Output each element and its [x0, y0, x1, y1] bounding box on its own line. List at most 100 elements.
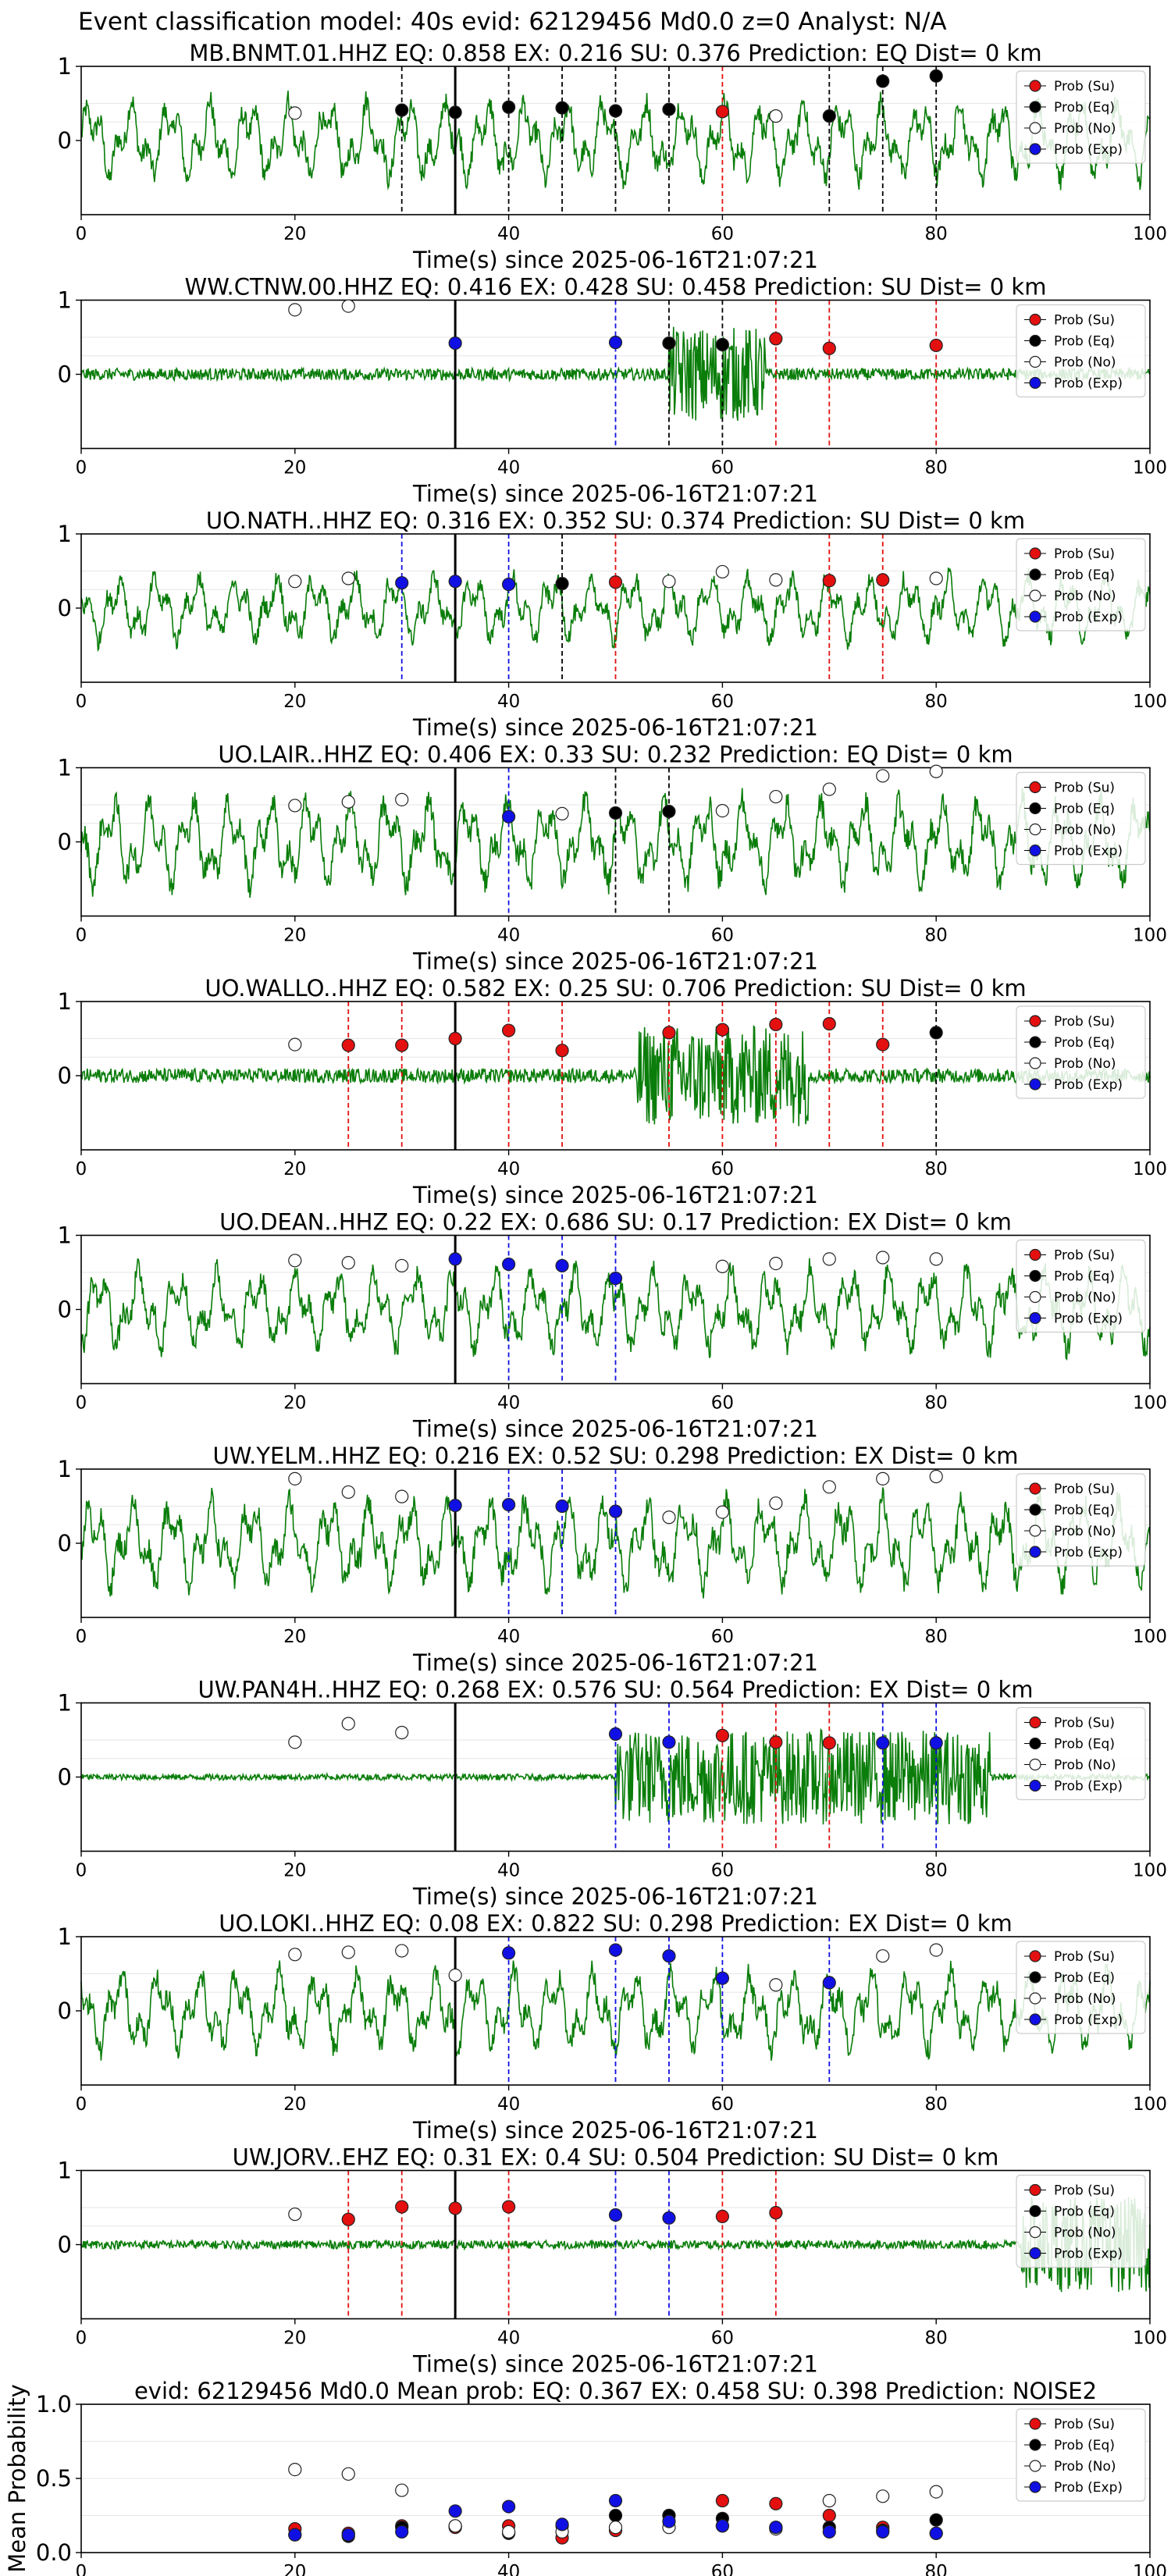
mean-point-no [876, 2489, 890, 2503]
legend-label: Prob (No) [1054, 1524, 1116, 1539]
prob-point-exp [501, 1497, 516, 1512]
legend-label: Prob (No) [1054, 823, 1116, 838]
panel-title: UO.WALLO..HHZ EQ: 0.582 EX: 0.25 SU: 0.7… [205, 975, 1026, 1002]
prob-point-su [769, 1017, 783, 1032]
prob-point-eq [395, 103, 409, 117]
waveform-trace [80, 568, 1151, 653]
x-tick-label: 20 [283, 224, 306, 244]
y-tick-label: 0.0 [36, 2539, 72, 2566]
x-axis-label: Time(s) since 2025-06-16T21:07:21 [412, 948, 818, 975]
panel-title: UW.YELM..HHZ EQ: 0.216 EX: 0.52 SU: 0.29… [213, 1443, 1019, 1469]
x-tick-label: 100 [1133, 2562, 1167, 2576]
legend-marker-exp [1029, 844, 1041, 857]
x-tick-label: 100 [1133, 1393, 1167, 1414]
y-tick-label: 0 [58, 595, 72, 621]
legend-label: Prob (No) [1054, 1991, 1116, 2007]
legend-marker-no [1029, 2460, 1041, 2472]
y-tick-label: 0 [58, 361, 72, 388]
legend-marker-no [1029, 1758, 1041, 1771]
legend-label: Prob (Exp) [1054, 376, 1123, 392]
prob-point-no [341, 571, 355, 585]
legend-label: Prob (Eq) [1054, 2204, 1115, 2220]
panel-0: MB.BNMT.01.HHZ EQ: 0.858 EX: 0.216 SU: 0… [58, 40, 1167, 273]
x-tick-label: 100 [1133, 1627, 1167, 1647]
prob-point-no [929, 764, 943, 778]
legend-label: Prob (Eq) [1054, 1737, 1115, 1752]
x-tick-label: 0 [76, 458, 87, 479]
x-tick-label: 0 [76, 1861, 87, 1881]
legend-marker-su [1029, 1015, 1041, 1027]
legend-label: Prob (Exp) [1054, 1077, 1123, 1093]
y-tick-label: 0.5 [36, 2465, 72, 2492]
mean-point-no [341, 2467, 355, 2481]
prob-point-no [929, 1943, 943, 1957]
prob-point-su [341, 1038, 355, 1052]
x-tick-label: 40 [497, 1159, 520, 1179]
y-tick-label: 0 [58, 1062, 72, 1089]
prob-point-su [555, 1044, 569, 1058]
legend-marker-eq [1029, 2204, 1041, 2218]
prob-point-no [395, 1725, 409, 1740]
x-tick-label: 0 [76, 1393, 87, 1414]
legend-marker-su [1029, 547, 1041, 560]
prob-point-su [769, 332, 783, 346]
legend-marker-exp [1029, 1311, 1041, 1325]
prob-point-no [395, 1489, 409, 1503]
legend-label: Prob (No) [1054, 2459, 1116, 2475]
mean-point-no [501, 2524, 516, 2539]
prob-point-eq [662, 804, 676, 819]
prob-point-exp [555, 1499, 569, 1514]
prob-point-su [395, 2200, 409, 2214]
legend-label: Prob (Exp) [1054, 1779, 1123, 1795]
waveform-trace [80, 1025, 1151, 1126]
legend-marker-eq [1029, 1503, 1041, 1516]
legend-marker-no [1029, 122, 1041, 134]
legend-marker-eq [1029, 802, 1041, 815]
prob-point-su [448, 1031, 462, 1046]
x-tick-label: 60 [711, 1393, 734, 1414]
x-axis-label: Time(s) since 2025-06-16T21:07:21 [412, 714, 818, 741]
x-tick-label: 40 [497, 224, 520, 244]
x-tick-label: 20 [283, 2329, 306, 2349]
legend-marker-su [1029, 2183, 1041, 2197]
legend-label: Prob (No) [1054, 1758, 1116, 1774]
prob-point-eq [608, 806, 623, 820]
legend-marker-su [1029, 80, 1041, 92]
x-tick-label: 60 [711, 2329, 734, 2349]
waveform-trace [80, 2197, 1151, 2293]
panel-2: UO.NATH..HHZ EQ: 0.316 EX: 0.352 SU: 0.3… [58, 507, 1167, 741]
x-tick-label: 40 [497, 2329, 520, 2349]
mean-point-no [929, 2485, 943, 2499]
mean-point-eq [929, 2513, 943, 2527]
prob-point-no [288, 106, 302, 120]
y-tick-label: 1 [58, 1222, 72, 1249]
mean-point-exp [555, 2517, 569, 2532]
y-tick-label: 0 [58, 1530, 72, 1557]
prob-point-no [288, 575, 302, 589]
y-tick-label: 1 [58, 755, 72, 781]
panel-title: MB.BNMT.01.HHZ EQ: 0.858 EX: 0.216 SU: 0… [189, 40, 1041, 66]
legend-marker-exp [1029, 143, 1041, 155]
prob-point-no [929, 1252, 943, 1266]
x-tick-label: 80 [925, 692, 948, 712]
legend-marker-su [1029, 313, 1041, 326]
prob-point-exp [608, 1271, 623, 1286]
prob-point-eq [822, 109, 836, 123]
legend-label: Prob (Exp) [1054, 1545, 1123, 1560]
legend-marker-eq [1029, 1036, 1041, 1048]
legend-box [1016, 70, 1146, 164]
prob-point-exp [608, 336, 623, 350]
legend-label: Prob (No) [1054, 121, 1116, 137]
legend-marker-eq [1029, 1971, 1041, 1984]
prob-point-su [501, 1023, 516, 1037]
legend-marker-no [1029, 2226, 1041, 2239]
legend: Prob (Su) Prob (Eq) Prob (No) Prob (Exp) [1016, 1473, 1146, 1567]
legend-label: Prob (Su) [1054, 2417, 1115, 2432]
legend-marker-exp [1029, 2481, 1041, 2493]
prob-point-exp [448, 336, 462, 350]
legend-marker-no [1029, 1525, 1041, 1537]
legend-marker-exp [1029, 2247, 1041, 2260]
legend-marker-eq [1029, 568, 1041, 581]
y-tick-label: 1 [58, 1690, 72, 1717]
